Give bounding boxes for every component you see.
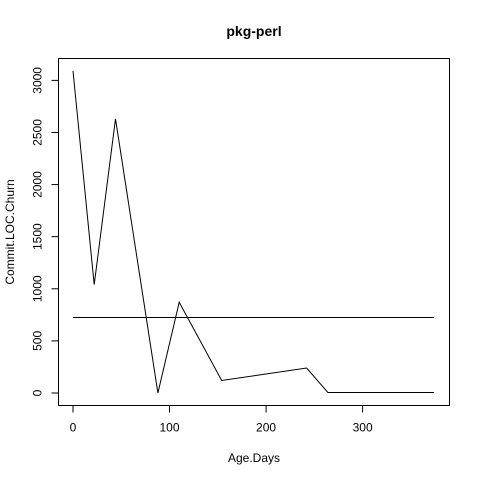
y-tick-label: 1000 [31,275,45,302]
plot-frame [58,58,450,406]
y-tick-label: 2500 [31,119,45,146]
x-tick-label: 300 [353,421,373,435]
y-axis: 0 500 1000 1500 2000 2500 3000 [31,67,59,396]
plot-area [72,70,435,394]
y-tick-label: 3000 [31,67,45,94]
y-tick-label: 500 [31,331,45,351]
y-tick-label: 1500 [31,223,45,250]
y-tick-label: 0 [31,389,45,396]
chart-title: pkg-perl [226,23,281,39]
y-tick-label: 2000 [31,171,45,198]
x-tick-label: 200 [256,421,276,435]
y-axis-label: Commit.LOC.Churn [3,179,17,284]
x-axis-label: Age.Days [228,451,280,465]
x-axis: 0 100 200 300 [70,405,373,435]
x-tick-label: 100 [160,421,180,435]
x-tick-label: 0 [70,421,77,435]
series-line [72,70,435,394]
